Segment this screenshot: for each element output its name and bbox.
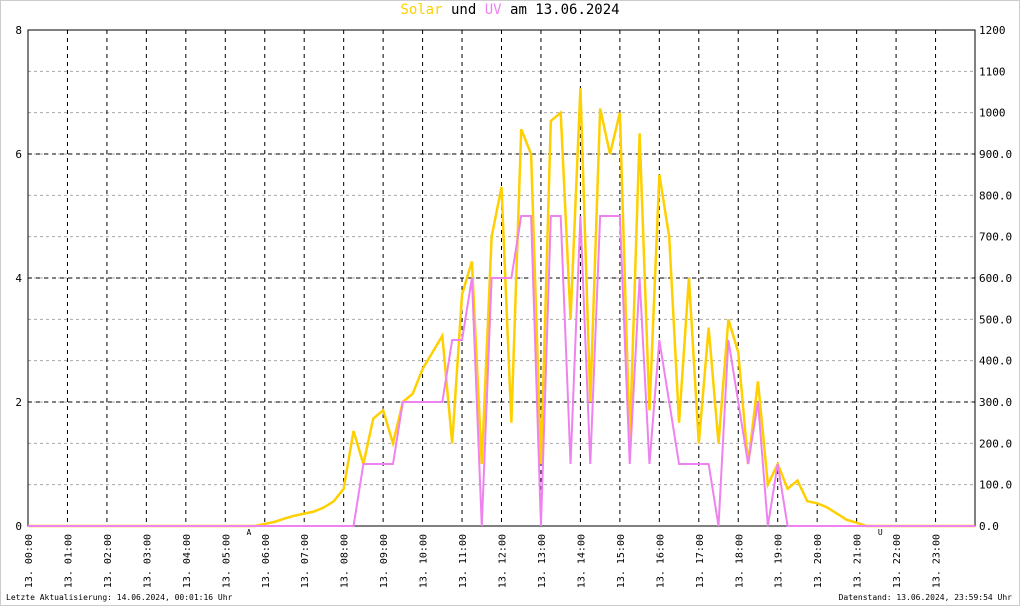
y-tick-label: 0 xyxy=(15,520,22,533)
title-mid: und xyxy=(451,2,476,18)
x-tick-label: 13. 20:00 xyxy=(813,534,824,588)
series-line xyxy=(28,215,975,527)
x-tick-label: 13. 05:00 xyxy=(221,534,232,588)
x-tick-label: 13. 04:00 xyxy=(182,534,193,588)
y2-tick-label: 100.0 xyxy=(979,479,1012,492)
title-date: am 13.06.2024 xyxy=(510,2,620,18)
footer-right: Datenstand: 13.06.2024, 23:59:54 Uhr xyxy=(839,593,1013,602)
footer-left: Letzte Aktualisierung: 14.06.2024, 00:01… xyxy=(6,593,233,602)
x-tick-label: 13. 21:00 xyxy=(853,534,864,588)
y2-tick-label: 700.0 xyxy=(979,231,1012,244)
y2-tick-label: 200.0 xyxy=(979,437,1012,450)
y-tick-label: 2 xyxy=(15,396,22,409)
y-tick-label: 6 xyxy=(15,148,22,161)
chart-title: Solar und UV am 13.06.2024 xyxy=(400,2,619,18)
x-tick-label: 13. 19:00 xyxy=(774,534,785,588)
x-tick-label: 13. 12:00 xyxy=(498,534,509,588)
title-uv: UV xyxy=(485,2,502,18)
y2-tick-label: 800.0 xyxy=(979,189,1012,202)
x-tick-label: 13. 08:00 xyxy=(340,534,351,588)
x-tick-label: 13. 10:00 xyxy=(419,534,430,588)
y2-tick-label: 600.0 xyxy=(979,272,1012,285)
y2-tick-label: 400.0 xyxy=(979,355,1012,368)
x-tick-label: 13. 13:00 xyxy=(537,534,548,588)
annotation: U xyxy=(878,528,883,537)
x-tick-label: 13. 22:00 xyxy=(892,534,903,588)
x-tick-label: 13. 03:00 xyxy=(142,534,153,588)
y-tick-label: 4 xyxy=(15,272,22,285)
x-tick-label: 13. 23:00 xyxy=(932,534,943,588)
x-tick-label: 13. 07:00 xyxy=(300,534,311,588)
x-tick-label: 13. 18:00 xyxy=(734,534,745,588)
y2-tick-label: 300.0 xyxy=(979,396,1012,409)
y2-tick-label: 500.0 xyxy=(979,313,1012,326)
y2-tick-label: 1200 xyxy=(979,24,1006,37)
x-tick-label: 13. 02:00 xyxy=(103,534,114,588)
x-tick-label: 13. 11:00 xyxy=(458,534,469,588)
x-tick-label: 13. 15:00 xyxy=(616,534,627,588)
x-tick-label: 13. 06:00 xyxy=(261,534,272,588)
y2-tick-label: 1000 xyxy=(979,107,1006,120)
x-tick-label: 13. 09:00 xyxy=(379,534,390,588)
y2-tick-label: 900.0 xyxy=(979,148,1012,161)
x-tick-label: 13. 16:00 xyxy=(655,534,666,588)
y2-tick-label: 1100 xyxy=(979,65,1006,78)
title-solar: Solar xyxy=(400,2,442,18)
y-tick-label: 8 xyxy=(15,24,22,37)
x-tick-label: 13. 17:00 xyxy=(695,534,706,588)
x-tick-label: 13. 00:00 xyxy=(24,534,35,588)
annotation: A xyxy=(247,528,252,537)
y2-tick-label: 0.0 xyxy=(979,520,999,533)
plot-border xyxy=(27,29,976,527)
x-tick-label: 13. 14:00 xyxy=(576,534,587,588)
x-tick-label: 13. 01:00 xyxy=(63,534,74,588)
